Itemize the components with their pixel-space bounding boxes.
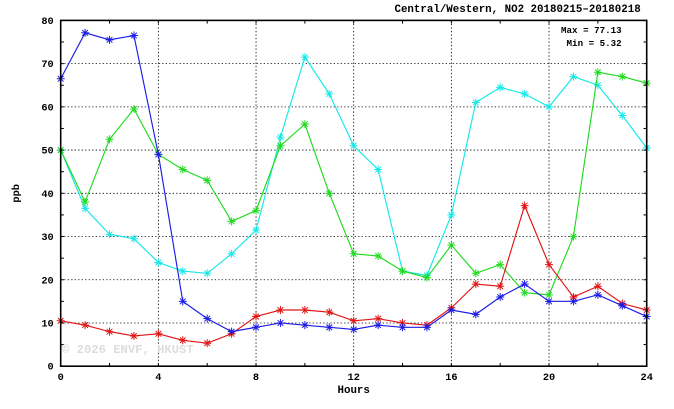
svg-text:Hours: Hours	[337, 385, 369, 397]
svg-text:Max = 77.13: Max = 77.13	[561, 25, 622, 36]
svg-text:16: 16	[445, 372, 457, 384]
svg-text:Min = 5.32: Min = 5.32	[567, 38, 622, 49]
svg-text:8: 8	[253, 372, 259, 384]
svg-text:Central/Western, NO2 20180215–: Central/Western, NO2 20180215–20180218	[394, 4, 640, 16]
svg-text:70: 70	[41, 59, 53, 71]
svg-text:© 2026 ENVF, HKUST: © 2026 ENVF, HKUST	[62, 343, 194, 357]
svg-text:10: 10	[41, 318, 53, 330]
svg-text:0: 0	[48, 362, 54, 374]
svg-text:80: 80	[41, 16, 53, 28]
svg-text:60: 60	[41, 102, 53, 114]
svg-text:30: 30	[41, 232, 53, 244]
svg-text:24: 24	[641, 372, 653, 384]
svg-text:ppb: ppb	[11, 184, 23, 203]
svg-text:50: 50	[41, 146, 53, 158]
svg-text:20: 20	[543, 372, 555, 384]
svg-text:40: 40	[41, 189, 53, 201]
svg-text:0: 0	[58, 372, 64, 384]
svg-text:20: 20	[41, 275, 53, 287]
svg-text:12: 12	[348, 372, 360, 384]
svg-text:4: 4	[155, 372, 161, 384]
